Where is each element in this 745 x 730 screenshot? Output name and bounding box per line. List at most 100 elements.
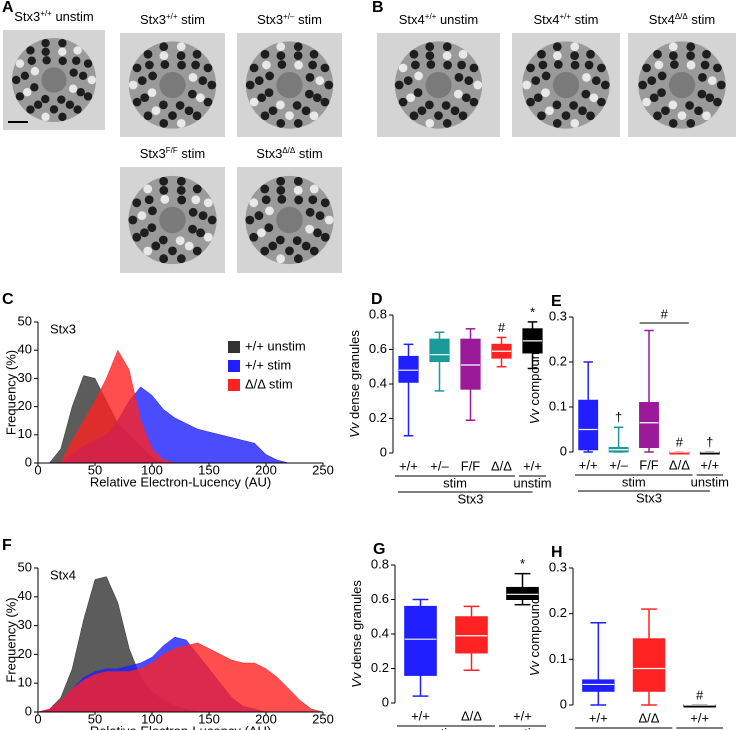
granule — [73, 46, 82, 55]
granule — [653, 111, 662, 121]
legend-swatch — [228, 379, 240, 391]
granule — [442, 118, 452, 128]
granule — [151, 106, 161, 116]
granule — [649, 93, 659, 103]
x-tick-label: F/F — [461, 458, 481, 473]
granule — [177, 195, 187, 205]
caption-sup: Δ/Δ — [282, 146, 296, 155]
granule — [168, 111, 177, 120]
granule — [285, 111, 294, 120]
granule — [69, 68, 78, 77]
granule — [686, 60, 696, 70]
x-tick-label: 0 — [34, 462, 41, 477]
caption-text: stim — [688, 12, 715, 27]
granule — [207, 80, 217, 90]
y-axis-label: Vv compound — [527, 345, 542, 425]
granule — [254, 76, 264, 86]
box — [429, 338, 450, 363]
granule — [464, 76, 474, 86]
box — [506, 586, 539, 600]
granule — [132, 198, 142, 208]
y-axis-label-italic: Vv — [347, 421, 362, 438]
granule — [661, 106, 670, 116]
nucleus — [668, 71, 696, 99]
granule — [160, 60, 170, 69]
caption-name: Stx4 — [649, 12, 675, 27]
granule — [276, 118, 286, 128]
y-tick-label: 0.8 — [371, 556, 389, 571]
group-label: unstim — [681, 727, 719, 730]
caption-text: stim — [571, 12, 598, 27]
micrograph-caption: Stx3F/F stim — [140, 146, 205, 162]
granule — [294, 60, 303, 70]
granule — [686, 118, 696, 128]
box — [398, 355, 419, 383]
significance-mark: # — [696, 687, 704, 702]
granule — [176, 118, 186, 128]
caption-sup: +/+ — [425, 12, 437, 21]
granule — [442, 51, 452, 61]
granule — [309, 49, 319, 59]
granule — [15, 59, 25, 68]
x-tick-label: +/+ — [700, 457, 719, 472]
granule — [570, 60, 580, 70]
granule — [417, 106, 427, 116]
granule — [192, 49, 202, 59]
y-tick-label: 50 — [18, 559, 32, 574]
granule — [413, 88, 423, 97]
granule — [137, 211, 147, 221]
caption-text: stim — [178, 146, 205, 161]
granule — [143, 184, 153, 194]
micrograph-caption: Stx4+/+ stim — [533, 12, 598, 28]
granule — [49, 105, 59, 114]
granule — [425, 118, 435, 128]
granule — [257, 93, 267, 103]
y-tick-label: 10 — [18, 675, 32, 690]
y-tick-label: 0.1 — [549, 398, 567, 413]
granule — [642, 63, 651, 73]
significance-mark: † — [706, 434, 713, 449]
group-label: unstim — [503, 725, 541, 730]
granule — [148, 71, 158, 81]
y-tick-label: 0.1 — [549, 651, 567, 666]
granule — [642, 97, 651, 107]
granule — [315, 76, 325, 86]
granule — [309, 246, 319, 256]
caption-sup: F/F — [166, 146, 178, 155]
granule — [677, 111, 687, 120]
granule — [552, 42, 562, 52]
granule — [469, 97, 479, 107]
x-tick-label: +/+ — [690, 710, 709, 725]
caption-name: Stx3 — [140, 146, 166, 161]
granule — [686, 51, 695, 61]
x-axis-label: Relative Electron-Lucency (AU) — [90, 474, 271, 489]
y-tick-label: 0.2 — [549, 605, 567, 620]
granule — [668, 42, 678, 52]
granule — [394, 80, 404, 90]
group-label: stim — [622, 474, 646, 489]
granule — [265, 71, 275, 81]
granule — [301, 106, 311, 116]
group-label: stim — [434, 725, 458, 730]
panel-label: G — [373, 541, 385, 558]
granule — [192, 246, 202, 256]
granule — [276, 185, 286, 195]
granule — [425, 51, 435, 61]
granule — [168, 246, 177, 256]
granule — [188, 207, 198, 217]
granule — [426, 60, 436, 69]
nucleus — [41, 67, 67, 93]
granule — [198, 211, 208, 221]
granule — [264, 88, 274, 97]
granule — [537, 49, 546, 59]
x-tick-label: Δ/Δ — [669, 457, 690, 472]
granule — [309, 184, 319, 194]
granule — [654, 60, 664, 70]
granule — [30, 67, 40, 76]
box — [578, 399, 599, 451]
granule — [191, 195, 201, 205]
granule — [293, 185, 303, 195]
y-axis-label-italic: Vv — [349, 671, 364, 688]
granule — [159, 254, 169, 264]
granule — [406, 93, 416, 103]
